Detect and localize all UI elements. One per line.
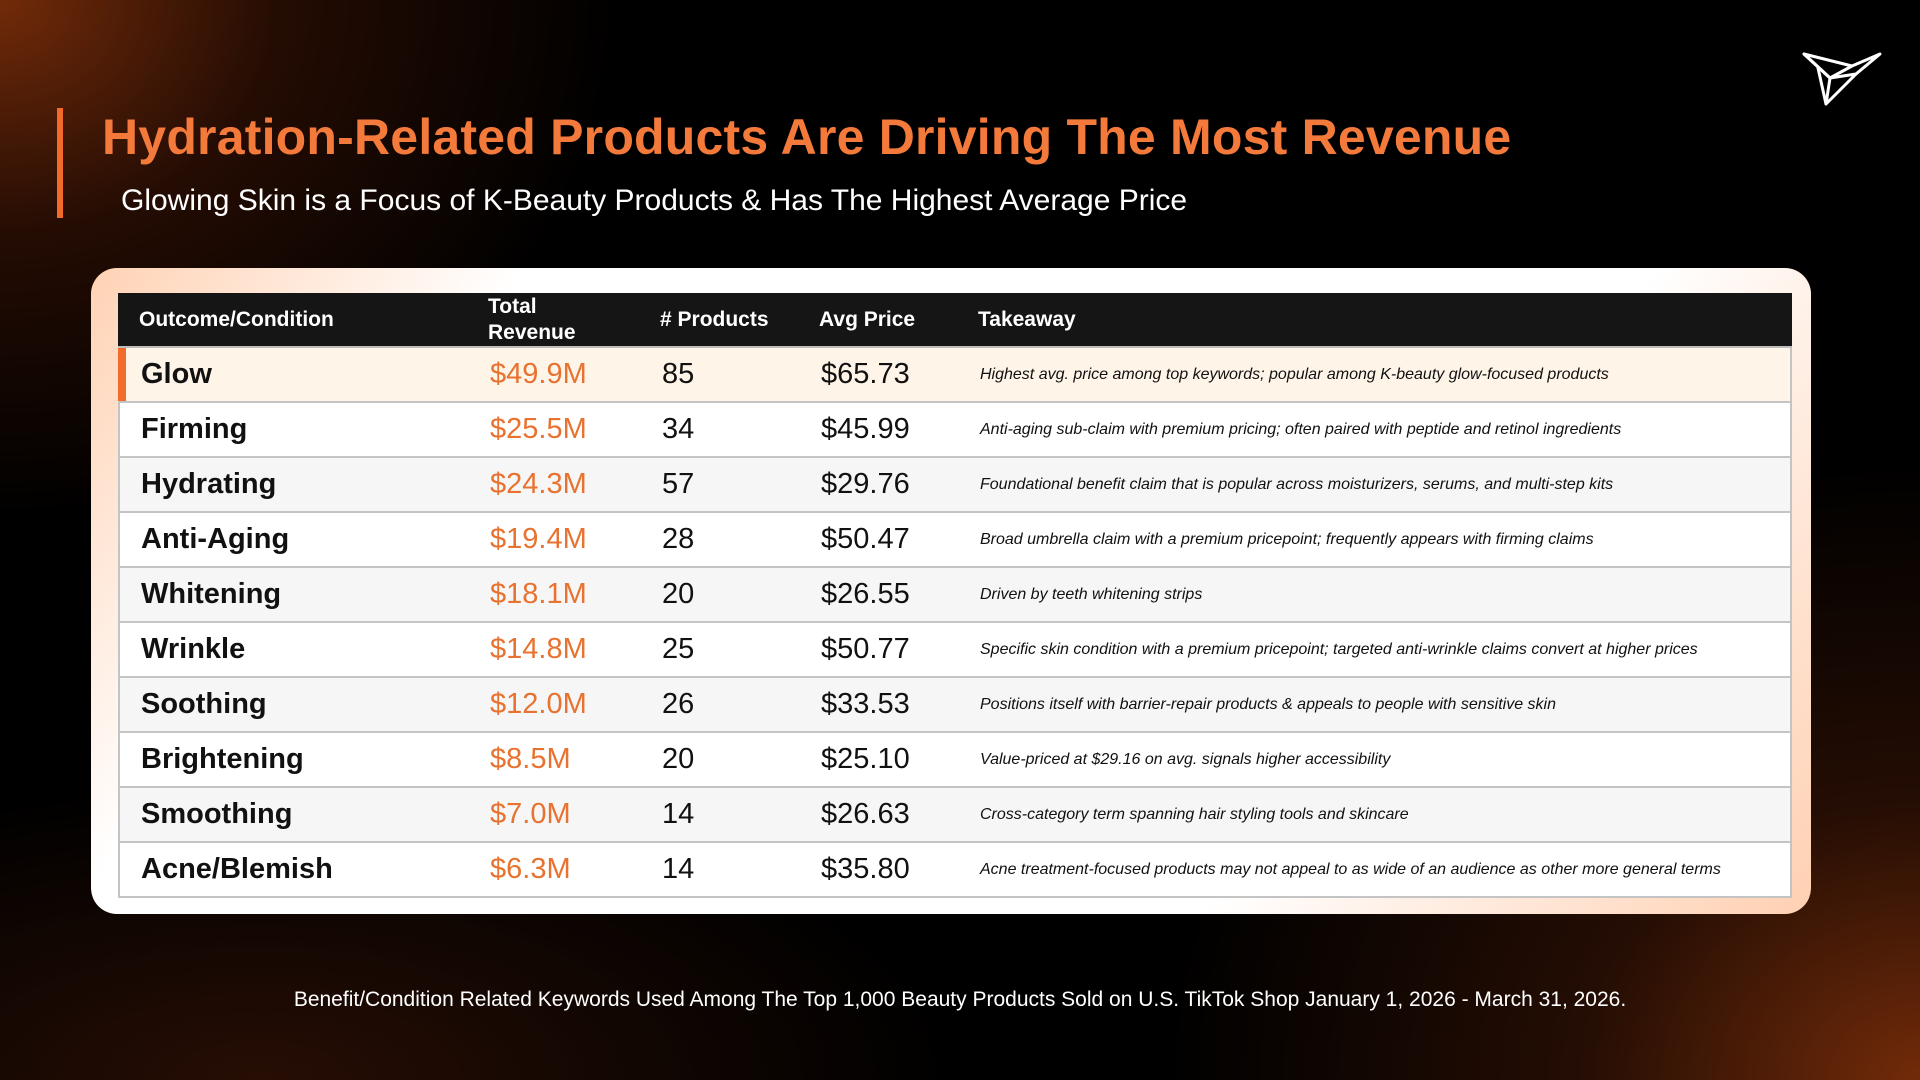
row-condition: Anti-Aging: [141, 523, 290, 555]
row-takeaway: Specific skin condition with a premium p…: [980, 640, 1698, 658]
row-avg-price: $50.77: [821, 633, 910, 665]
row-takeaway: Value-priced at $29.16 on avg. signals h…: [980, 750, 1391, 768]
row-avg-price: $35.80: [821, 853, 910, 885]
row-revenue: $8.5M: [490, 743, 571, 775]
table-row: Glow $49.9M 85 $65.73 Highest avg. price amo…: [118, 348, 1792, 403]
table-row: Soothing $12.0M 26 $33.53 Positions itself w…: [118, 678, 1792, 733]
table-row: Hydrating $24.3M 57 $29.76 Foundational bene…: [118, 458, 1792, 513]
title-accent-bar: [57, 108, 63, 218]
row-takeaway: Driven by teeth whitening strips: [980, 585, 1203, 603]
row-condition: Glow: [141, 358, 212, 390]
row-takeaway: Foundational benefit claim that is popul…: [980, 475, 1614, 493]
row-products: 20: [662, 743, 695, 775]
table-card: Outcome/Condition Total Revenue # Produc…: [91, 268, 1811, 914]
row-takeaway: Positions itself with barrier-repair pro…: [980, 695, 1556, 713]
row-avg-price: $26.63: [821, 798, 910, 830]
row-condition: Brightening: [141, 743, 304, 775]
row-products: 26: [662, 688, 695, 720]
header-avg-price: Avg Price: [819, 307, 916, 331]
row-takeaway: Anti-aging sub-claim with premium pricin…: [980, 420, 1622, 438]
row-avg-price: $50.47: [821, 523, 910, 555]
header-revenue: Total Revenue: [488, 294, 660, 346]
header-condition: Outcome/Condition: [139, 307, 334, 331]
header-revenue-line1: Total: [488, 294, 537, 318]
row-revenue: $49.9M: [490, 358, 587, 390]
revenue-table: Outcome/Condition Total Revenue # Produc…: [118, 293, 1792, 898]
row-avg-price: $33.53: [821, 688, 910, 720]
row-products: 34: [662, 413, 695, 445]
row-products: 57: [662, 468, 695, 500]
page-subtitle: Glowing Skin is a Focus of K-Beauty Prod…: [121, 184, 1188, 217]
table-row: Brightening $8.5M 20 $25.10 Value-priced at …: [118, 733, 1792, 788]
row-revenue: $12.0M: [490, 688, 587, 720]
table-row: Firming $25.5M 34 $45.99 Anti-aging sub-clai…: [118, 403, 1792, 458]
table-row: Anti-Aging $19.4M 28 $50.47 Broad umbrella c…: [118, 513, 1792, 568]
row-avg-price: $26.55: [821, 578, 910, 610]
table-row: Acne/Blemish $6.3M 14 $35.80 Acne treatment-…: [118, 843, 1792, 898]
row-products: 85: [662, 358, 695, 390]
row-products: 14: [662, 798, 695, 830]
table-body: Glow $49.9M 85 $65.73 Highest avg. price amo…: [118, 348, 1792, 898]
row-condition: Whitening: [141, 578, 282, 610]
row-condition: Acne/Blemish: [141, 853, 333, 885]
header-takeaway: Takeaway: [978, 307, 1076, 331]
row-condition: Hydrating: [141, 468, 277, 500]
row-revenue: $6.3M: [490, 853, 571, 885]
table-header: Outcome/Condition Total Revenue # Produc…: [118, 293, 1792, 348]
page-title: Hydration-Related Products Are Driving T…: [102, 109, 1512, 165]
row-condition: Firming: [141, 413, 248, 445]
row-products: 14: [662, 853, 695, 885]
row-revenue: $24.3M: [490, 468, 587, 500]
row-avg-price: $29.76: [821, 468, 910, 500]
row-condition: Smoothing: [141, 798, 293, 830]
row-revenue: $7.0M: [490, 798, 571, 830]
header-revenue-line2: Revenue: [488, 320, 576, 344]
paper-plane-logo-icon: [1802, 52, 1882, 106]
table-row: Wrinkle $14.8M 25 $50.77 Specific skin condi…: [118, 623, 1792, 678]
row-revenue: $14.8M: [490, 633, 587, 665]
row-revenue: $19.4M: [490, 523, 587, 555]
row-condition: Wrinkle: [141, 633, 246, 665]
row-avg-price: $45.99: [821, 413, 910, 445]
row-condition: Soothing: [141, 688, 267, 720]
row-takeaway: Broad umbrella claim with a premium pric…: [980, 530, 1594, 548]
row-products: 28: [662, 523, 695, 555]
table-row: Smoothing $7.0M 14 $26.63 Cross-category ter…: [118, 788, 1792, 843]
row-products: 20: [662, 578, 695, 610]
row-takeaway: Highest avg. price among top keywords; p…: [980, 365, 1609, 383]
row-takeaway: Acne treatment-focused products may not …: [980, 860, 1721, 878]
row-takeaway: Cross-category term spanning hair stylin…: [980, 805, 1409, 823]
row-products: 25: [662, 633, 695, 665]
row-revenue: $18.1M: [490, 578, 587, 610]
header-products: # Products: [660, 307, 769, 331]
row-avg-price: $65.73: [821, 358, 910, 390]
row-revenue: $25.5M: [490, 413, 587, 445]
table-row: Whitening $18.1M 20 $26.55 Driven by teeth w…: [118, 568, 1792, 623]
footer-note: Benefit/Condition Related Keywords Used …: [293, 988, 1627, 1011]
row-avg-price: $25.10: [821, 743, 910, 775]
